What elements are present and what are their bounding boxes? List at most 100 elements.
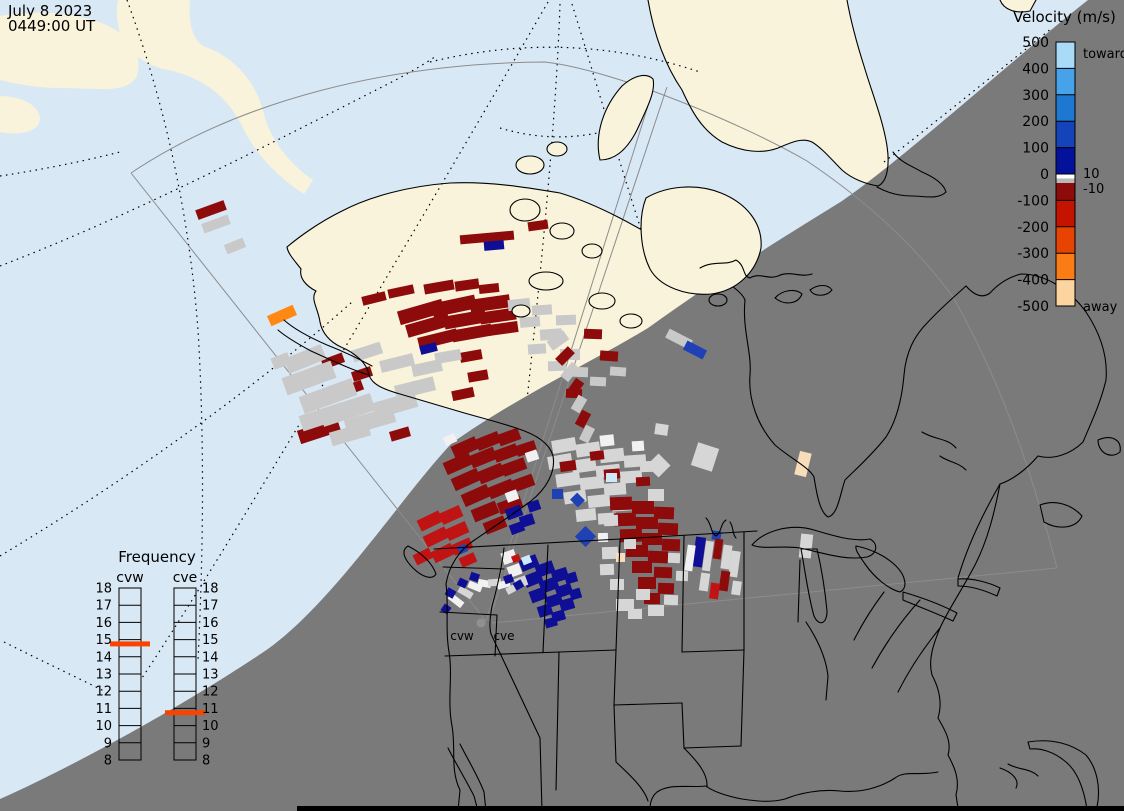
frequency-scale-label-left: 11 xyxy=(95,702,112,717)
frequency-column-label-cve: cve xyxy=(173,570,198,586)
frequency-scale-label-right: 18 xyxy=(202,582,219,597)
radar-cell xyxy=(661,538,681,552)
radar-cell xyxy=(514,440,538,457)
radar-cell xyxy=(527,219,549,232)
radar-cell xyxy=(616,553,625,562)
radar-cell xyxy=(712,538,724,560)
frequency-scale-label-left: 12 xyxy=(95,685,112,700)
radar-cell xyxy=(578,424,596,444)
radar-cell xyxy=(487,320,519,337)
radar-cell xyxy=(526,499,542,513)
radar-cell xyxy=(632,501,654,514)
velocity-tick-label: 500 xyxy=(1022,35,1049,51)
radar-cell xyxy=(434,348,462,365)
velocity-segment-toward xyxy=(1056,42,1075,69)
radar-cell xyxy=(563,571,579,585)
radar-cell xyxy=(543,616,559,629)
radar-cell xyxy=(555,346,575,366)
radar-cell xyxy=(708,582,721,600)
radar-cell xyxy=(195,200,227,220)
radar-cell xyxy=(411,359,443,377)
radar-cell xyxy=(546,330,570,351)
radar-cell xyxy=(648,489,664,501)
radar-cell xyxy=(565,377,585,399)
radar-cell xyxy=(574,525,597,548)
radar-cell xyxy=(570,394,588,414)
radar-cell xyxy=(568,587,583,601)
radar-cell xyxy=(298,377,358,415)
radar-cell xyxy=(583,328,603,340)
radar-cell xyxy=(570,492,585,508)
radar-cell xyxy=(496,427,522,447)
radar-cell xyxy=(504,489,520,503)
velocity-tick-label: -200 xyxy=(1017,220,1049,236)
radar-cell xyxy=(728,550,741,578)
radar-cell xyxy=(663,594,679,606)
radar-cell xyxy=(468,446,498,469)
radar-cell xyxy=(653,566,673,579)
land-fill-siberia-bit xyxy=(0,96,40,134)
frequency-scale-label-left: 15 xyxy=(95,633,112,648)
frequency-scale-label-left: 16 xyxy=(95,616,112,631)
fov-cve-right-edge xyxy=(491,567,1058,624)
radar-cell xyxy=(468,571,481,583)
frequency-scale-label-left: 13 xyxy=(95,668,112,683)
velocity-segment-toward xyxy=(1056,147,1075,174)
radar-cell xyxy=(599,350,619,362)
radar-cell xyxy=(599,434,615,447)
radar-cell xyxy=(423,279,455,295)
radar-cell xyxy=(636,517,658,529)
radar-cell xyxy=(628,609,642,619)
frequency-scale-label-left: 18 xyxy=(95,582,112,597)
velocity-segment-toward xyxy=(1056,94,1075,122)
radar-cell xyxy=(589,450,605,461)
land-fill-wrangel xyxy=(0,12,139,90)
coastline-strokes xyxy=(277,0,1121,811)
radar-cell xyxy=(559,459,577,473)
radar-cell xyxy=(419,342,438,355)
radar-cell xyxy=(519,316,541,328)
velocity-tick-label: 400 xyxy=(1022,61,1049,77)
frequency-marker-cvw xyxy=(110,641,150,647)
radar-cell xyxy=(731,580,742,596)
radar-cell xyxy=(684,544,696,572)
radar-cell xyxy=(657,522,679,536)
radar-cell xyxy=(223,237,247,255)
radar-cell xyxy=(270,352,292,370)
radar-cell xyxy=(510,553,522,564)
radar-cell xyxy=(794,450,812,478)
frequency-scale-label-right: 9 xyxy=(202,736,210,751)
radar-cell xyxy=(350,341,384,363)
radar-cell xyxy=(454,278,480,292)
radar-cell xyxy=(560,361,580,383)
radar-cell xyxy=(387,284,415,299)
radar-cell xyxy=(361,291,387,306)
radar-cell xyxy=(438,505,464,525)
radar-cell xyxy=(601,546,619,560)
radar-cell xyxy=(283,344,327,374)
radar-cell xyxy=(603,514,619,527)
radar-cell xyxy=(467,369,489,383)
frequency-scale-label-right: 10 xyxy=(202,719,219,734)
radar-cell xyxy=(460,483,492,508)
velocity-segment-away xyxy=(1056,200,1075,227)
radar-cell xyxy=(636,589,650,600)
velocity-tick-label: -500 xyxy=(1017,299,1049,315)
frequency-scale-label-left: 17 xyxy=(95,599,112,614)
radar-cell xyxy=(613,512,637,527)
velocity-tick-label: -100 xyxy=(1017,193,1049,209)
radar-cell xyxy=(701,540,715,572)
frequency-legend-bars: 18 18 17 17 16 16 15 15 14 14 13 13 12 12 11 11 10 10 9 9 8 8 xyxy=(95,582,218,769)
radar-cell xyxy=(444,521,470,541)
radar-cell xyxy=(492,443,520,463)
radar-cell xyxy=(469,294,511,313)
radar-cell xyxy=(720,544,733,570)
radar-cell xyxy=(624,539,636,549)
away-label: away xyxy=(1083,300,1118,315)
velocity-threshold-band-lower xyxy=(1056,178,1075,183)
radar-cell xyxy=(456,543,469,555)
fov-outer-arc xyxy=(130,61,1058,569)
radar-cell xyxy=(609,366,627,377)
radar-cell xyxy=(422,526,450,548)
velocity-segment-away xyxy=(1056,183,1075,201)
